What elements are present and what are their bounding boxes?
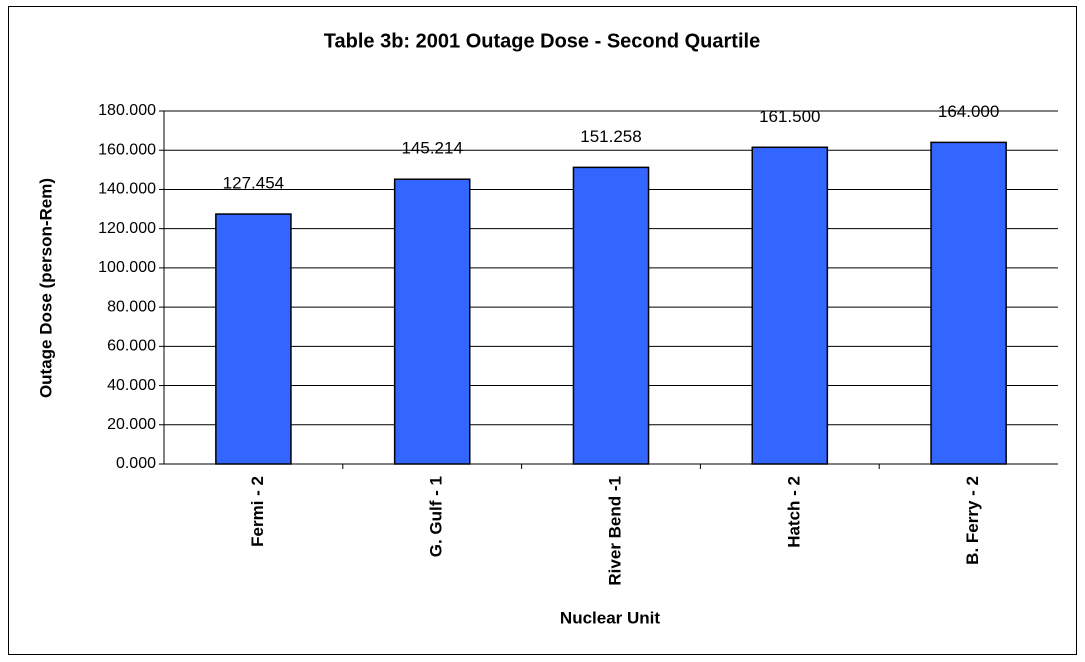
data-label: 164.000 <box>938 102 999 121</box>
y-tick-label: 140.000 <box>98 181 156 198</box>
x-tick-label: Fermi - 2 <box>248 476 267 547</box>
y-tick-label: 160.000 <box>98 141 156 158</box>
y-tick-label: 0.000 <box>116 455 156 472</box>
y-tick-label: 180.000 <box>98 102 156 119</box>
y-tick-label: 80.000 <box>107 298 156 315</box>
bar <box>930 141 1007 465</box>
x-tick-label: River Bend -1 <box>605 476 624 586</box>
bar <box>751 146 829 465</box>
bar <box>572 166 650 465</box>
data-label: 151.258 <box>580 127 641 146</box>
y-tick-label: 20.000 <box>107 416 156 433</box>
y-tick-label: 40.000 <box>107 377 156 394</box>
x-tick-label: Hatch - 2 <box>784 476 803 548</box>
x-axis-title: Nuclear Unit <box>560 608 660 627</box>
data-label: 127.454 <box>223 174 284 193</box>
y-tick-label: 120.000 <box>98 220 156 237</box>
y-axis-title: Outage Dose (person-Rem) <box>36 178 55 398</box>
chart-title: Table 3b: 2001 Outage Dose - Second Quar… <box>324 30 760 52</box>
data-label: 161.500 <box>759 107 820 126</box>
bar <box>215 213 292 465</box>
x-tick-label: B. Ferry - 2 <box>963 476 982 565</box>
bar <box>393 178 471 465</box>
data-label: 145.214 <box>401 139 462 158</box>
y-tick-label: 100.000 <box>98 259 156 276</box>
y-tick-label: 60.000 <box>107 338 156 355</box>
x-tick-label: G. Gulf - 1 <box>427 476 446 557</box>
chart-frame <box>8 6 1077 655</box>
